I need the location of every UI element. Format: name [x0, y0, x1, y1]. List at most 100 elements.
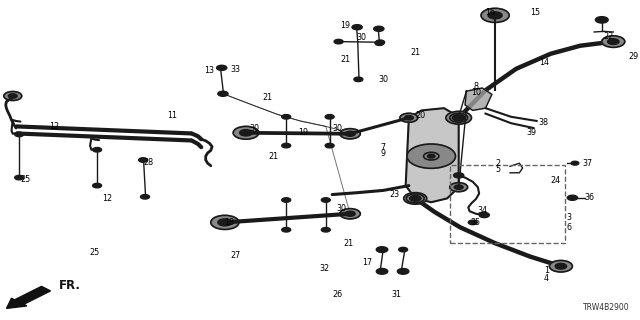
Text: 27: 27	[230, 252, 240, 260]
Text: 17: 17	[362, 258, 372, 267]
Text: 15: 15	[531, 8, 540, 17]
Text: 26: 26	[332, 290, 342, 299]
Text: 18: 18	[224, 218, 234, 227]
Circle shape	[93, 183, 102, 188]
Circle shape	[282, 198, 291, 202]
Text: 3: 3	[566, 213, 571, 222]
Text: 21: 21	[340, 55, 350, 64]
Text: 19: 19	[298, 128, 308, 137]
Text: 16: 16	[486, 8, 495, 17]
Text: 30: 30	[332, 124, 342, 132]
Circle shape	[595, 17, 608, 23]
Text: 21: 21	[262, 93, 272, 102]
Text: 25: 25	[20, 175, 31, 184]
Circle shape	[376, 40, 385, 44]
Bar	[451, 165, 565, 243]
Circle shape	[325, 115, 334, 119]
Circle shape	[411, 196, 420, 201]
Circle shape	[93, 148, 102, 152]
Circle shape	[454, 116, 463, 120]
Circle shape	[555, 263, 566, 269]
Circle shape	[325, 143, 334, 148]
Circle shape	[216, 65, 227, 70]
Circle shape	[549, 260, 572, 272]
Circle shape	[233, 126, 259, 139]
Circle shape	[218, 91, 228, 96]
Circle shape	[400, 113, 418, 122]
Text: 19: 19	[340, 21, 350, 30]
Circle shape	[376, 247, 388, 252]
Circle shape	[4, 92, 22, 100]
Circle shape	[428, 154, 435, 158]
Text: 22: 22	[603, 32, 613, 41]
Circle shape	[218, 219, 232, 226]
Text: TRW4B2900: TRW4B2900	[582, 303, 629, 312]
Circle shape	[340, 129, 360, 139]
Circle shape	[424, 152, 439, 160]
Circle shape	[352, 25, 362, 30]
Circle shape	[404, 193, 427, 204]
Text: 38: 38	[538, 118, 548, 127]
Circle shape	[321, 228, 330, 232]
Circle shape	[488, 12, 502, 19]
Circle shape	[321, 198, 330, 202]
Circle shape	[345, 131, 355, 136]
Circle shape	[454, 185, 463, 189]
Text: 24: 24	[551, 176, 561, 185]
Text: FR.: FR.	[59, 279, 81, 292]
Circle shape	[410, 196, 421, 201]
Text: 4: 4	[544, 274, 548, 283]
Circle shape	[397, 268, 409, 274]
Circle shape	[239, 130, 252, 136]
Circle shape	[282, 143, 291, 148]
Text: 12: 12	[102, 194, 113, 203]
Text: 11: 11	[168, 111, 177, 120]
Circle shape	[15, 175, 24, 180]
Text: 1: 1	[544, 266, 548, 275]
Text: 21: 21	[268, 152, 278, 161]
Text: 30: 30	[249, 124, 259, 132]
Circle shape	[211, 215, 239, 229]
Text: 33: 33	[230, 65, 240, 74]
Polygon shape	[465, 88, 492, 110]
Text: 28: 28	[143, 158, 153, 167]
Text: 21: 21	[343, 239, 353, 248]
Circle shape	[141, 195, 150, 199]
Text: 32: 32	[319, 264, 330, 273]
Text: 30: 30	[337, 204, 347, 212]
Text: 12: 12	[49, 122, 60, 131]
Text: 30: 30	[378, 75, 388, 84]
Text: 30: 30	[356, 33, 366, 42]
Circle shape	[334, 39, 343, 44]
Text: 23: 23	[390, 190, 400, 199]
Text: 21: 21	[410, 48, 420, 57]
Circle shape	[602, 36, 625, 47]
Text: 9: 9	[381, 149, 386, 158]
Circle shape	[468, 220, 477, 225]
Circle shape	[481, 8, 509, 22]
Circle shape	[452, 115, 465, 121]
Circle shape	[354, 77, 363, 82]
Circle shape	[404, 116, 413, 120]
Circle shape	[282, 115, 291, 119]
Text: 25: 25	[90, 248, 100, 257]
Text: 37: 37	[582, 159, 593, 168]
FancyArrow shape	[6, 286, 51, 308]
Circle shape	[406, 194, 424, 203]
Circle shape	[607, 39, 619, 44]
Text: 14: 14	[540, 58, 549, 67]
Polygon shape	[406, 108, 459, 202]
Circle shape	[375, 41, 384, 45]
Circle shape	[139, 158, 148, 162]
Circle shape	[450, 113, 468, 122]
Text: 34: 34	[477, 206, 487, 215]
Circle shape	[454, 173, 464, 178]
Circle shape	[399, 247, 408, 252]
Circle shape	[374, 26, 384, 31]
Circle shape	[407, 144, 456, 168]
Circle shape	[376, 268, 388, 274]
Text: 20: 20	[415, 111, 426, 120]
Circle shape	[479, 212, 490, 218]
Text: 36: 36	[584, 193, 594, 202]
Circle shape	[345, 211, 355, 216]
